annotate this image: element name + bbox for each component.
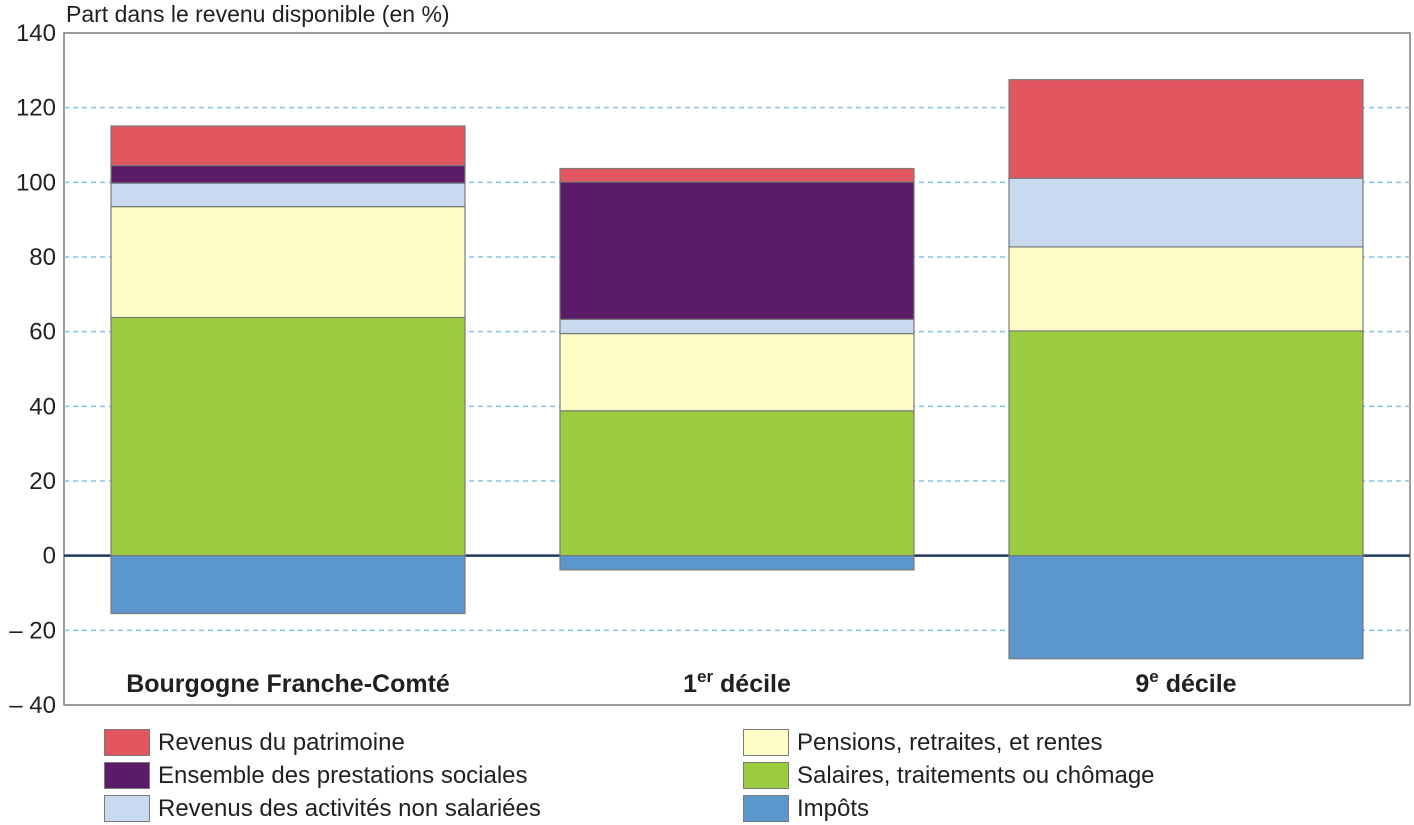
legend-label: Impôts — [797, 794, 870, 822]
y-tick-label: 100 — [16, 169, 56, 196]
y-tick-label: – 20 — [9, 617, 56, 644]
y-tick-label: 40 — [29, 393, 56, 420]
bar-segment — [110, 206, 466, 319]
bar-segment — [559, 318, 915, 335]
legend-left: Revenus du patrimoine Ensemble des prest… — [104, 726, 541, 825]
y-axis-ticks: – 40 – 20 0 20 40 60 80 100 120 140 — [9, 20, 56, 719]
bar-segment — [559, 181, 915, 320]
bar-segment — [110, 164, 466, 184]
legend-label: Ensemble des prestations sociales — [158, 761, 528, 789]
legend-item: Revenus des activités non salariées — [104, 792, 541, 825]
bar-segment — [1008, 79, 1364, 179]
y-tick-label: 140 — [16, 20, 56, 47]
legend-swatch — [104, 762, 150, 789]
bars — [110, 79, 1364, 660]
bar-segment — [1008, 177, 1364, 248]
bar-segment — [1008, 246, 1364, 332]
legend-swatch — [104, 729, 150, 756]
bar-segment — [559, 410, 915, 557]
category-label: Bourgogne Franche-Comté — [126, 670, 450, 698]
bar-segment — [110, 555, 466, 615]
legend-label: Revenus du patrimoine — [158, 728, 405, 756]
plot-frame — [63, 32, 1411, 706]
y-tick-label: – 40 — [9, 692, 56, 719]
legend-item: Impôts — [743, 792, 1155, 825]
bar-segment — [1008, 555, 1364, 660]
bar-segment — [110, 182, 466, 208]
bar-segment — [1008, 330, 1364, 557]
legend-swatch — [743, 795, 789, 822]
legend-item: Pensions, retraites, et rentes — [743, 726, 1155, 759]
chart: Part dans le revenu disponible (en %) – … — [9, 1, 1411, 719]
legend-swatch — [743, 729, 789, 756]
legend-item: Revenus du patrimoine — [104, 726, 541, 759]
bar-segment — [110, 316, 466, 557]
legend-item: Salaires, traitements ou chômage — [743, 759, 1155, 792]
y-tick-label: 80 — [29, 244, 56, 271]
bar-segment — [559, 555, 915, 571]
y-tick-label: 20 — [29, 468, 56, 495]
y-tick-label: 60 — [29, 319, 56, 346]
bar-segment — [559, 332, 915, 412]
legend-label: Salaires, traitements ou chômage — [797, 761, 1155, 789]
category-label: 9e décile — [1135, 667, 1236, 698]
y-tick-label: 120 — [16, 95, 56, 122]
legend-label: Pensions, retraites, et rentes — [797, 728, 1103, 756]
category-labels: Bourgogne Franche-Comté 1er décile 9e déci… — [126, 667, 1237, 698]
legend-swatch — [104, 795, 150, 822]
legend-right: Pensions, retraites, et rentes Salaires,… — [743, 726, 1155, 825]
category-label: 1er décile — [683, 667, 791, 698]
legend-label: Revenus des activités non salariées — [158, 794, 541, 822]
y-axis-title: Part dans le revenu disponible (en %) — [66, 1, 450, 27]
y-tick-label: 0 — [43, 543, 56, 570]
legend-swatch — [743, 762, 789, 789]
bar-segment — [559, 167, 915, 183]
legend-item: Ensemble des prestations sociales — [104, 759, 541, 792]
bar-segment — [110, 125, 466, 167]
